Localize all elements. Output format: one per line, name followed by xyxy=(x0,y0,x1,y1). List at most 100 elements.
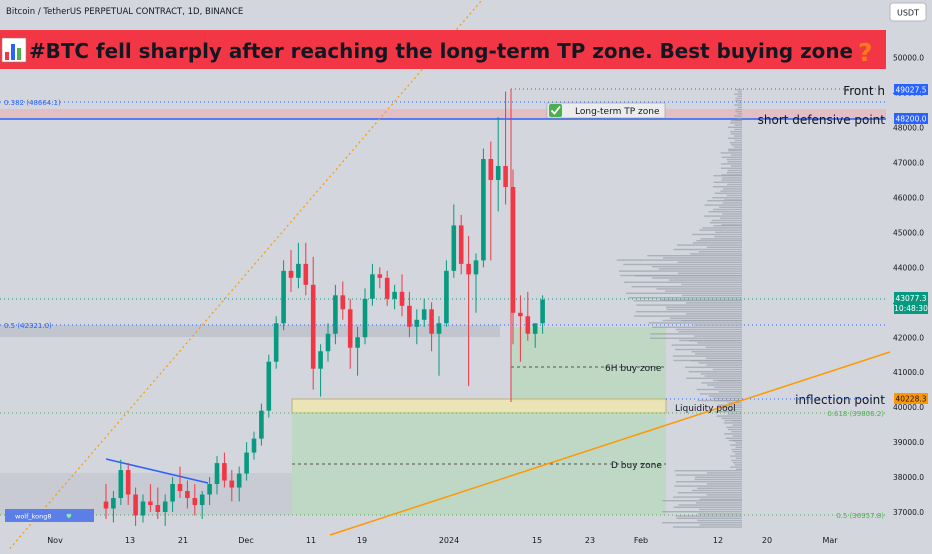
candle xyxy=(399,274,405,317)
candle xyxy=(266,354,272,418)
candle xyxy=(259,403,264,446)
candle xyxy=(333,284,338,345)
candle xyxy=(392,284,397,310)
candle xyxy=(466,235,471,387)
tp-band xyxy=(0,109,886,119)
candle xyxy=(288,249,294,292)
candle xyxy=(236,466,242,502)
candle xyxy=(251,431,257,460)
front-price-badge xyxy=(894,84,928,95)
y-tick-label: 45000.0 xyxy=(893,228,924,237)
candle xyxy=(495,117,501,212)
candle xyxy=(436,316,442,376)
liquidity-pool-zone xyxy=(291,398,667,414)
candle xyxy=(362,288,368,345)
candle xyxy=(347,298,353,369)
candle xyxy=(214,456,220,495)
x-tick-label: Mar xyxy=(822,536,838,545)
candle xyxy=(125,463,131,506)
y-tick-label: 37000.0 xyxy=(893,508,924,517)
candle xyxy=(192,484,198,516)
check-icon xyxy=(549,104,562,117)
fib-05-label: 0.5 (42321.0) xyxy=(4,322,52,330)
orange-support-trendline xyxy=(329,351,891,536)
fib-618-label: 0.618 (39806.2) xyxy=(827,410,884,418)
inflection-point-label: inflection point xyxy=(795,393,885,407)
x-tick-label: Nov xyxy=(47,536,63,545)
candle xyxy=(540,295,545,334)
countdown-value: 10:48:30 xyxy=(894,304,928,313)
candle xyxy=(503,91,508,205)
inflection-price-value: 40228.3 xyxy=(895,395,926,404)
volume-profile xyxy=(616,89,742,528)
candle xyxy=(407,291,412,338)
fib-05-band xyxy=(0,325,500,337)
candle xyxy=(199,491,205,519)
h6-buy-zone xyxy=(511,327,666,402)
candle xyxy=(185,480,190,509)
short-defensive-label: short defensive point xyxy=(758,113,886,127)
x-tick-label: 20 xyxy=(762,536,772,545)
y-tick-label: 41000.0 xyxy=(893,368,924,377)
candle xyxy=(510,169,516,345)
candle xyxy=(281,260,286,331)
candle xyxy=(207,477,212,506)
x-tick-label: 23 xyxy=(585,536,595,545)
last-price-value: 43077.3 xyxy=(895,294,926,303)
x-tick-label: Feb xyxy=(634,536,648,545)
y-tick-label: 47000.0 xyxy=(893,159,924,168)
x-tick-label: 15 xyxy=(532,536,542,545)
currency-button-label: USDT xyxy=(897,9,919,18)
blue-trendline xyxy=(105,458,209,484)
question-mark-icon: ? xyxy=(858,38,873,67)
front-h-label: Front h xyxy=(843,84,885,98)
last-price-badge xyxy=(894,292,928,314)
headline-text: #BTC fell sharply after reaching the lon… xyxy=(29,39,853,63)
candle xyxy=(444,260,449,327)
h6-buy-zone-label: 6H buy zone xyxy=(605,364,662,374)
candle xyxy=(414,309,420,345)
short-price-value: 48200.0 xyxy=(895,115,926,124)
liquidity-pool-label: Liquidity pool xyxy=(675,404,736,414)
y-tick-label: 50000.0 xyxy=(893,54,924,63)
candle xyxy=(155,487,161,519)
user-tag xyxy=(5,509,94,522)
x-tick-label: 2024 xyxy=(439,536,459,545)
front-price-value: 49027.5 xyxy=(895,86,926,95)
candle xyxy=(340,281,346,320)
x-axis: Nov 13 21 Dec 11 19 2024 15 23 Feb 12 20 Mar xyxy=(47,536,838,545)
candle xyxy=(525,291,531,341)
candle xyxy=(177,466,183,499)
bar-chart-icon xyxy=(1,37,27,63)
candle xyxy=(148,484,153,512)
y-tick-label: 39000.0 xyxy=(893,438,924,447)
y-tick-label: 40000.0 xyxy=(893,403,924,412)
x-tick-label: 13 xyxy=(125,536,135,545)
y-tick-label: 44000.0 xyxy=(893,263,924,272)
x-tick-label: Dec xyxy=(238,536,253,545)
candle xyxy=(458,214,464,275)
user-tag-label: wolf_kong8 xyxy=(15,513,52,521)
candle xyxy=(370,263,375,306)
candle xyxy=(481,148,486,268)
x-tick-label: 21 xyxy=(178,536,188,545)
candle xyxy=(451,204,457,278)
y-tick-label: 46000.0 xyxy=(893,193,924,202)
currency-button[interactable] xyxy=(889,2,927,22)
fib-05b-label: 0.5 (36957.8) xyxy=(836,512,884,520)
candle xyxy=(303,242,309,296)
candle xyxy=(429,302,434,352)
candle xyxy=(355,326,360,376)
candle xyxy=(118,459,124,506)
candle xyxy=(244,442,249,481)
candle xyxy=(103,484,109,519)
candle xyxy=(421,298,427,327)
x-tick-label: 12 xyxy=(713,536,723,545)
candle xyxy=(140,494,146,523)
candle xyxy=(518,295,523,362)
x-tick-label: 11 xyxy=(306,536,316,545)
candle xyxy=(162,494,168,526)
candle xyxy=(325,323,331,362)
